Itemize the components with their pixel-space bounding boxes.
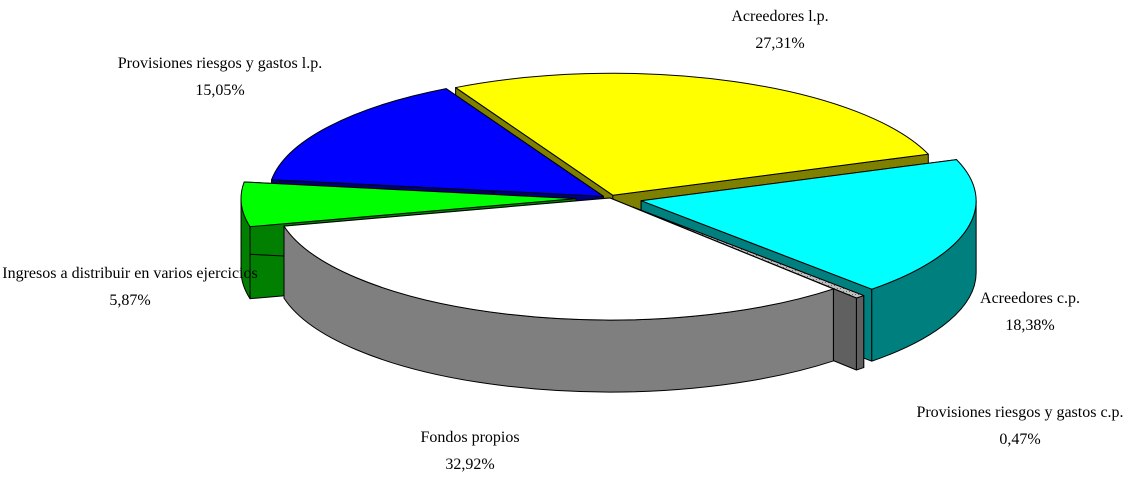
value-label: 0,47% bbox=[999, 431, 1041, 448]
value-label: 27,31% bbox=[755, 35, 805, 52]
slice-label: Acreedores c.p. 18,38% bbox=[960, 285, 1100, 339]
slice bbox=[240, 181, 577, 228]
category-label: Provisiones riesgos y gastos l.p. bbox=[117, 55, 323, 72]
slice bbox=[271, 88, 604, 197]
slice bbox=[455, 72, 929, 196]
slice-label: Provisiones riesgos y gastos c.p. 0,47% bbox=[890, 399, 1139, 453]
slice-side bbox=[855, 295, 865, 371]
slice bbox=[640, 159, 977, 290]
slice-label: Ingresos a distribuir en varios ejercici… bbox=[0, 260, 260, 314]
category-label: Fondos propios bbox=[420, 429, 520, 446]
slice-label: Provisiones riesgos y gastos l.p. 15,05% bbox=[80, 50, 360, 104]
slice bbox=[632, 206, 865, 299]
value-label: 32,92% bbox=[445, 456, 495, 473]
value-label: 18,38% bbox=[1005, 317, 1055, 334]
value-label: 15,05% bbox=[195, 82, 245, 99]
slice bbox=[283, 197, 834, 321]
category-label: Acreedores l.p. bbox=[731, 8, 829, 25]
category-label: Acreedores c.p. bbox=[980, 290, 1080, 307]
value-label: 5,87% bbox=[109, 292, 151, 309]
slice-label: Acreedores l.p. 27,31% bbox=[700, 3, 860, 57]
category-label: Ingresos a distribuir en varios ejercici… bbox=[2, 265, 258, 282]
slice-label: Fondos propios 32,92% bbox=[380, 424, 560, 478]
category-label: Provisiones riesgos y gastos c.p. bbox=[916, 404, 1124, 421]
